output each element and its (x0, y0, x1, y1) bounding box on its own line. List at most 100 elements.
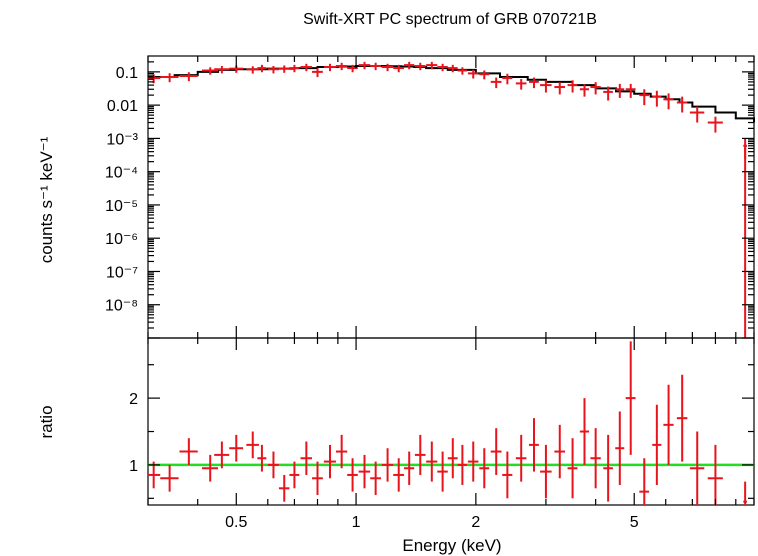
y-tick-label: 1 (129, 458, 138, 475)
ratio-point (148, 461, 161, 489)
y-tick-label: 0.01 (107, 98, 138, 115)
ratio-point (347, 458, 358, 492)
data-point (467, 69, 479, 79)
data-point (615, 83, 625, 98)
data-point (676, 96, 688, 113)
data-point (540, 80, 552, 93)
data-point (625, 83, 636, 98)
y-tick-label: 10⁻⁸ (105, 298, 138, 315)
data-point (447, 64, 458, 73)
ratio-point (426, 441, 438, 482)
ratio-point (414, 434, 426, 475)
data-point (323, 63, 336, 72)
ratio-point (358, 454, 371, 489)
data-point (160, 73, 179, 83)
ratio-point (639, 458, 650, 505)
data-point (312, 68, 323, 78)
ratio-point (743, 481, 747, 505)
ratio-point (554, 424, 566, 479)
data-point (289, 64, 300, 73)
ratio-point (457, 444, 467, 485)
ratio-point (370, 461, 381, 495)
axes-ticks: 0.5 1 2 5 0.1 0.01 10⁻³ 10⁻⁴ 10⁻⁵ 10⁻⁶ 10⁻⁷ 10⁻⁸ 1 2 (105, 56, 755, 531)
x-tick-label: 2 (471, 514, 480, 531)
data-point (404, 61, 415, 70)
x-axis-label: Energy (keV) (402, 536, 501, 555)
chart-title: Swift-XRT PC spectrum of GRB 070721B (303, 11, 597, 28)
data-point (502, 73, 513, 85)
ratio-point (179, 438, 198, 465)
bottom-panel-content (148, 341, 754, 505)
data-point (414, 62, 426, 71)
data-point (201, 67, 219, 75)
ratio-point (479, 448, 490, 489)
bottom-panel-frame (147, 337, 755, 506)
top-panel-frame (147, 55, 755, 339)
ratio-point (214, 441, 230, 469)
data-point (528, 77, 539, 89)
data-point (567, 80, 578, 93)
top-y-axis-label: counts s⁻¹ keV⁻¹ (37, 136, 56, 263)
ratio-point (615, 411, 625, 485)
data-point (479, 70, 490, 80)
ratio-point (540, 444, 552, 499)
data-point (426, 61, 438, 70)
ratio-point (579, 398, 590, 465)
model-line (148, 65, 755, 123)
data-point (490, 77, 502, 89)
ratio-point (335, 434, 348, 469)
data-point (246, 66, 259, 74)
y-tick-label: 0.1 (116, 65, 138, 82)
ratio-point (201, 454, 219, 482)
data-point (358, 61, 371, 70)
ratio-point (437, 451, 448, 492)
y-tick-label: 10⁻⁵ (105, 198, 138, 215)
ratio-point (229, 434, 244, 462)
ratio-point (676, 374, 688, 462)
data-point (603, 86, 613, 101)
ratio-point (381, 448, 394, 482)
data-point (554, 82, 566, 95)
bottom-y-axis-label: ratio (37, 405, 56, 438)
ratio-point (528, 418, 539, 472)
data-point (639, 89, 650, 106)
y-tick-label: 10⁻⁷ (106, 264, 138, 281)
ratio-point (447, 438, 458, 479)
ratio-point (300, 441, 313, 475)
x-tick-label: 5 (630, 514, 639, 531)
data-point (590, 82, 601, 95)
ratio-point (567, 438, 578, 499)
data-point (707, 116, 723, 133)
y-tick-label: 2 (129, 391, 138, 408)
data-point (179, 72, 198, 82)
data-point (278, 65, 290, 73)
ratio-point (404, 451, 415, 485)
data-point (381, 63, 394, 72)
data-point (437, 63, 448, 72)
ratio-point (689, 431, 705, 505)
y-tick-label: 10⁻³ (106, 131, 138, 148)
ratio-point (160, 464, 179, 492)
data-point (652, 90, 662, 107)
data-point (335, 62, 348, 71)
data-point (347, 64, 358, 73)
data-point (257, 64, 267, 73)
ratio-point (257, 444, 267, 472)
data-point (579, 84, 590, 97)
ratio-point (590, 428, 601, 489)
ratio-point (625, 341, 636, 455)
ratio-point (312, 461, 323, 495)
x-tick-label: 1 (352, 514, 361, 531)
data-point (515, 79, 527, 90)
ratio-point (246, 431, 259, 459)
ratio-point (393, 458, 405, 492)
data-point (689, 106, 705, 123)
ratio-point (707, 444, 723, 505)
top-panel-content (148, 61, 755, 338)
data-point (457, 67, 467, 75)
data-point (214, 66, 230, 74)
data-point (393, 64, 405, 73)
ratio-point (467, 441, 479, 482)
y-tick-label: 10⁻⁴ (105, 165, 138, 182)
